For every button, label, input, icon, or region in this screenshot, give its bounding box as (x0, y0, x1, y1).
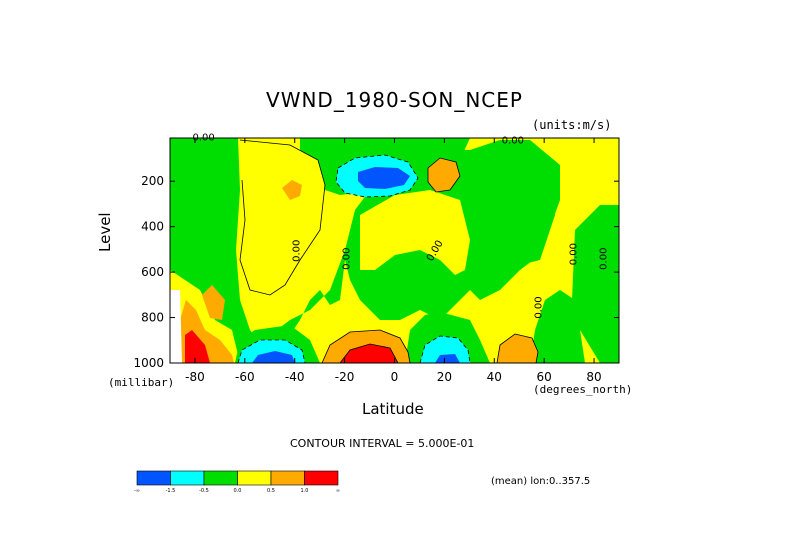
contour-label: 0.00 (192, 133, 214, 144)
colorbar-swatch (203, 470, 238, 486)
contour-lines (237, 139, 539, 363)
y-tick-label: 200 (141, 174, 164, 188)
contour-label: 0.00 (292, 240, 303, 262)
y-tick-label: 1000 (133, 356, 164, 370)
x-axis-unit: (degrees_north) (533, 383, 633, 396)
contour-label: 0.00 (534, 296, 545, 318)
x-tick-label: 0 (391, 370, 399, 384)
colorbar-label: -1.5 (166, 488, 176, 494)
contour-label: 0.00 (599, 248, 610, 270)
yellow-island-3 (558, 140, 619, 260)
yellow-island-1 (240, 140, 325, 295)
colorbar-swatch (304, 470, 339, 486)
contour-label: 0.00 (569, 243, 580, 265)
orange-bottom-right (497, 334, 538, 363)
x-tick-label: 20 (437, 370, 452, 384)
contour-label: 0.00 (502, 136, 524, 147)
colorbar-swatch (136, 470, 171, 486)
white-missing-data (170, 290, 182, 363)
x-tick-label: 80 (586, 370, 601, 384)
y-axis-unit: (millibar) (108, 376, 175, 389)
colorbar-swatch (270, 470, 305, 486)
green-region-right (470, 155, 555, 265)
blue-bottom-left (252, 351, 295, 363)
contour-label: 0.00 (342, 248, 353, 270)
orange-blob-1 (282, 180, 302, 200)
colorbar-label: 1.0 (301, 488, 309, 494)
colorbar-label: 0.5 (267, 488, 275, 494)
x-tick-label: -60 (235, 370, 255, 384)
colorbar-label: 0.0 (234, 488, 242, 494)
y-tick-label: 400 (141, 220, 164, 234)
x-tick-label: 60 (537, 370, 552, 384)
x-tick-label: -80 (185, 370, 205, 384)
contour-interval: CONTOUR INTERVAL = 5.000E-01 (290, 437, 475, 450)
orange-blob-2 (428, 158, 460, 192)
x-tick-label: -40 (285, 370, 305, 384)
colorbar-swatch (170, 470, 205, 486)
x-ticks: -80 -60 -40 -20 0 20 40 60 80 (185, 138, 602, 384)
green-region-far-right (572, 205, 619, 363)
colorbar-label: ∞ (336, 488, 340, 494)
green-region-right-bottom (530, 290, 585, 363)
x-axis-label: Latitude (362, 400, 424, 418)
blue-bottom-mid (435, 354, 460, 363)
units-label: (units:m/s) (532, 118, 612, 132)
cyan-bottom-mid (420, 336, 470, 363)
orange-patch-left (202, 285, 225, 320)
colorbar: -∞ -1.5 -0.5 0.0 0.5 1.0 ∞ (134, 470, 340, 494)
contour-fill (170, 138, 619, 363)
colorbar-label: -∞ (134, 488, 140, 494)
y-tick-label: 800 (141, 311, 164, 325)
x-tick-label: 40 (487, 370, 502, 384)
red-bottom-left (185, 330, 210, 363)
blue-top (358, 167, 410, 189)
colorbar-label: -0.5 (199, 488, 209, 494)
y-tick-label: 600 (141, 265, 164, 279)
x-tick-label: -20 (335, 370, 355, 384)
y-ticks: 200 400 600 800 1000 (133, 174, 619, 370)
yellow-island-2 (360, 190, 470, 275)
chart-title: VWND_1980-SON_NCEP (266, 88, 523, 112)
colorbar-swatch (237, 470, 272, 486)
mean-lon-footer: (mean) lon:0..357.5 (491, 476, 591, 487)
